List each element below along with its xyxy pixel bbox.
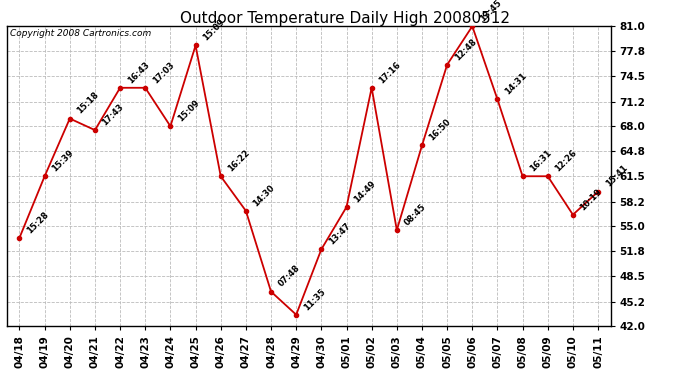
Text: Outdoor Temperature Daily High 20080512: Outdoor Temperature Daily High 20080512 <box>180 11 510 26</box>
Text: 16:50: 16:50 <box>428 117 453 143</box>
Text: 07:48: 07:48 <box>277 264 302 289</box>
Text: 17:43: 17:43 <box>101 102 126 128</box>
Text: 17:03: 17:03 <box>151 60 176 85</box>
Text: 17:16: 17:16 <box>377 60 402 85</box>
Text: 15:09: 15:09 <box>201 18 226 43</box>
Text: 12:48: 12:48 <box>453 37 478 62</box>
Text: 13:47: 13:47 <box>327 221 352 246</box>
Text: 15:09: 15:09 <box>176 98 201 123</box>
Text: 12:26: 12:26 <box>553 148 579 174</box>
Text: 10:19: 10:19 <box>578 187 604 212</box>
Text: 14:31: 14:31 <box>503 71 529 96</box>
Text: 13:45: 13:45 <box>478 0 503 24</box>
Text: 16:43: 16:43 <box>126 60 151 85</box>
Text: 15:39: 15:39 <box>50 148 75 174</box>
Text: Copyright 2008 Cartronics.com: Copyright 2008 Cartronics.com <box>10 29 151 38</box>
Text: 11:35: 11:35 <box>302 286 327 312</box>
Text: 16:31: 16:31 <box>528 148 553 174</box>
Text: 14:49: 14:49 <box>352 179 377 204</box>
Text: 14:30: 14:30 <box>251 183 277 208</box>
Text: 15:28: 15:28 <box>25 210 50 235</box>
Text: 16:22: 16:22 <box>226 148 252 174</box>
Text: 15:41: 15:41 <box>604 164 629 189</box>
Text: 15:18: 15:18 <box>75 90 101 116</box>
Text: 08:45: 08:45 <box>402 202 428 227</box>
